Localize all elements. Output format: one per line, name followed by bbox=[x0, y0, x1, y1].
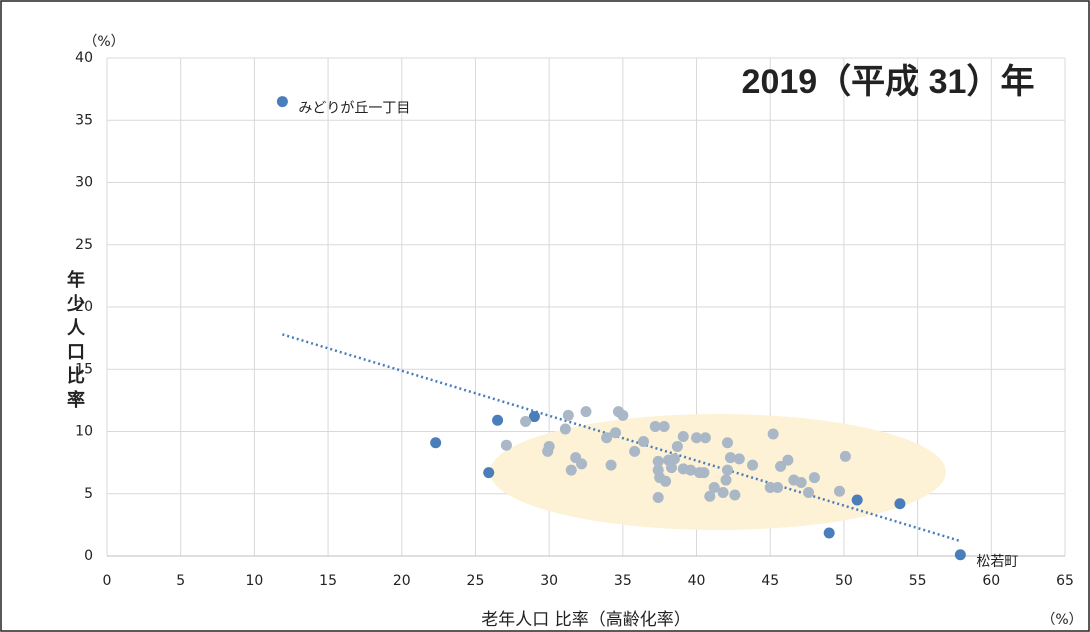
point bbox=[605, 459, 617, 471]
y-tick-label: 40 bbox=[75, 50, 93, 66]
point bbox=[500, 439, 512, 451]
x-tick-label: 55 bbox=[909, 573, 927, 589]
point bbox=[954, 549, 966, 561]
point bbox=[637, 435, 649, 447]
point bbox=[483, 467, 495, 479]
point bbox=[733, 453, 745, 465]
y-tick-label: 35 bbox=[75, 112, 93, 128]
point bbox=[660, 475, 672, 487]
point bbox=[704, 490, 716, 502]
point bbox=[691, 432, 703, 444]
point bbox=[803, 487, 815, 499]
point bbox=[671, 440, 683, 452]
x-tick-label: 65 bbox=[1056, 573, 1074, 589]
point bbox=[649, 421, 661, 433]
y-tick-label: 20 bbox=[75, 299, 93, 315]
point bbox=[276, 96, 288, 108]
point bbox=[747, 459, 759, 471]
point bbox=[492, 414, 504, 426]
x-tick-label: 25 bbox=[467, 573, 485, 589]
annotation: 松若町 bbox=[976, 554, 1018, 570]
x-axis-label: 老年人口 比率（高齢化率） bbox=[481, 610, 690, 630]
point bbox=[772, 482, 784, 494]
point bbox=[430, 437, 442, 449]
chart-title: 2019（平成 31）年 bbox=[742, 62, 1035, 101]
point bbox=[543, 440, 555, 452]
point bbox=[576, 458, 588, 470]
point bbox=[823, 527, 835, 539]
point bbox=[559, 423, 571, 435]
highlight-area bbox=[490, 414, 946, 530]
y-tick-label: 25 bbox=[75, 237, 93, 253]
point bbox=[652, 491, 664, 503]
point bbox=[520, 416, 532, 428]
point bbox=[699, 432, 711, 444]
point bbox=[617, 409, 629, 421]
point bbox=[839, 450, 851, 462]
x-tick-label: 50 bbox=[835, 573, 853, 589]
point bbox=[609, 427, 621, 439]
x-unit: （%） bbox=[1041, 612, 1082, 628]
y-tick-label: 30 bbox=[75, 175, 93, 191]
x-tick-label: 40 bbox=[688, 573, 706, 589]
y-tick-label: 0 bbox=[84, 548, 93, 564]
y-tick-label: 5 bbox=[84, 486, 93, 502]
x-tick-label: 30 bbox=[540, 573, 558, 589]
point bbox=[562, 409, 574, 421]
point bbox=[767, 428, 779, 440]
trendline bbox=[282, 333, 961, 543]
point bbox=[658, 421, 670, 433]
point bbox=[720, 474, 732, 486]
y-unit: （%） bbox=[83, 34, 124, 50]
x-tick-label: 60 bbox=[982, 573, 1000, 589]
point bbox=[665, 462, 677, 474]
x-tick-label: 45 bbox=[761, 573, 779, 589]
point bbox=[698, 467, 710, 479]
point bbox=[601, 432, 613, 444]
point bbox=[652, 455, 664, 467]
point bbox=[717, 487, 729, 499]
point bbox=[782, 454, 794, 466]
point bbox=[685, 464, 697, 476]
point bbox=[729, 489, 741, 501]
y-tick-label: 15 bbox=[75, 361, 93, 377]
point bbox=[668, 453, 680, 465]
point bbox=[851, 494, 863, 506]
x-tick-label: 5 bbox=[176, 573, 185, 589]
y-axis-label: 年少人口比率 bbox=[64, 269, 86, 414]
point bbox=[708, 482, 720, 494]
point bbox=[629, 445, 641, 457]
point bbox=[565, 464, 577, 476]
x-tick-label: 35 bbox=[614, 573, 632, 589]
y-tick-label: 10 bbox=[75, 424, 93, 440]
point bbox=[721, 464, 733, 476]
x-tick-label: 20 bbox=[393, 573, 411, 589]
point bbox=[795, 477, 807, 489]
point bbox=[721, 437, 733, 449]
annotation: みどりが丘一丁目 bbox=[298, 101, 410, 117]
x-tick-label: 0 bbox=[103, 573, 112, 589]
point bbox=[894, 498, 906, 510]
point bbox=[834, 485, 846, 497]
point bbox=[808, 472, 820, 484]
point bbox=[775, 460, 787, 472]
point bbox=[528, 411, 540, 423]
point bbox=[677, 430, 689, 442]
x-tick-label: 15 bbox=[319, 573, 337, 589]
x-tick-label: 10 bbox=[245, 573, 263, 589]
point bbox=[724, 452, 736, 464]
point bbox=[580, 406, 592, 418]
